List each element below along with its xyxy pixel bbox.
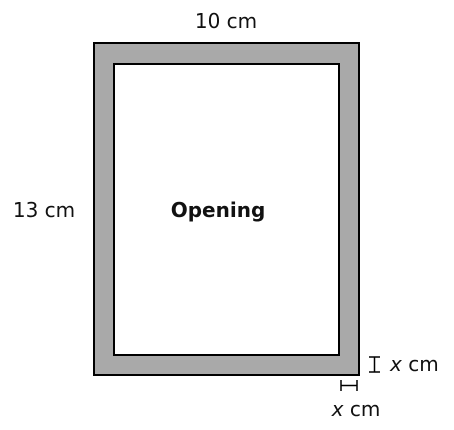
vertical-width-unit: cm [402, 352, 439, 376]
horizontal-width-marker [340, 380, 358, 391]
height-label: 13 cm [13, 198, 75, 222]
vertical-width-label: x cm [389, 352, 439, 376]
opening-area [113, 63, 340, 356]
opening-label: Opening [171, 198, 266, 222]
vertical-width-variable: x [389, 352, 402, 376]
vertical-width-marker [369, 356, 380, 373]
horizontal-width-label: x cm [331, 397, 381, 421]
width-label: 10 cm [195, 9, 257, 33]
horizontal-width-variable: x [331, 397, 344, 421]
horizontal-width-unit: cm [344, 397, 381, 421]
